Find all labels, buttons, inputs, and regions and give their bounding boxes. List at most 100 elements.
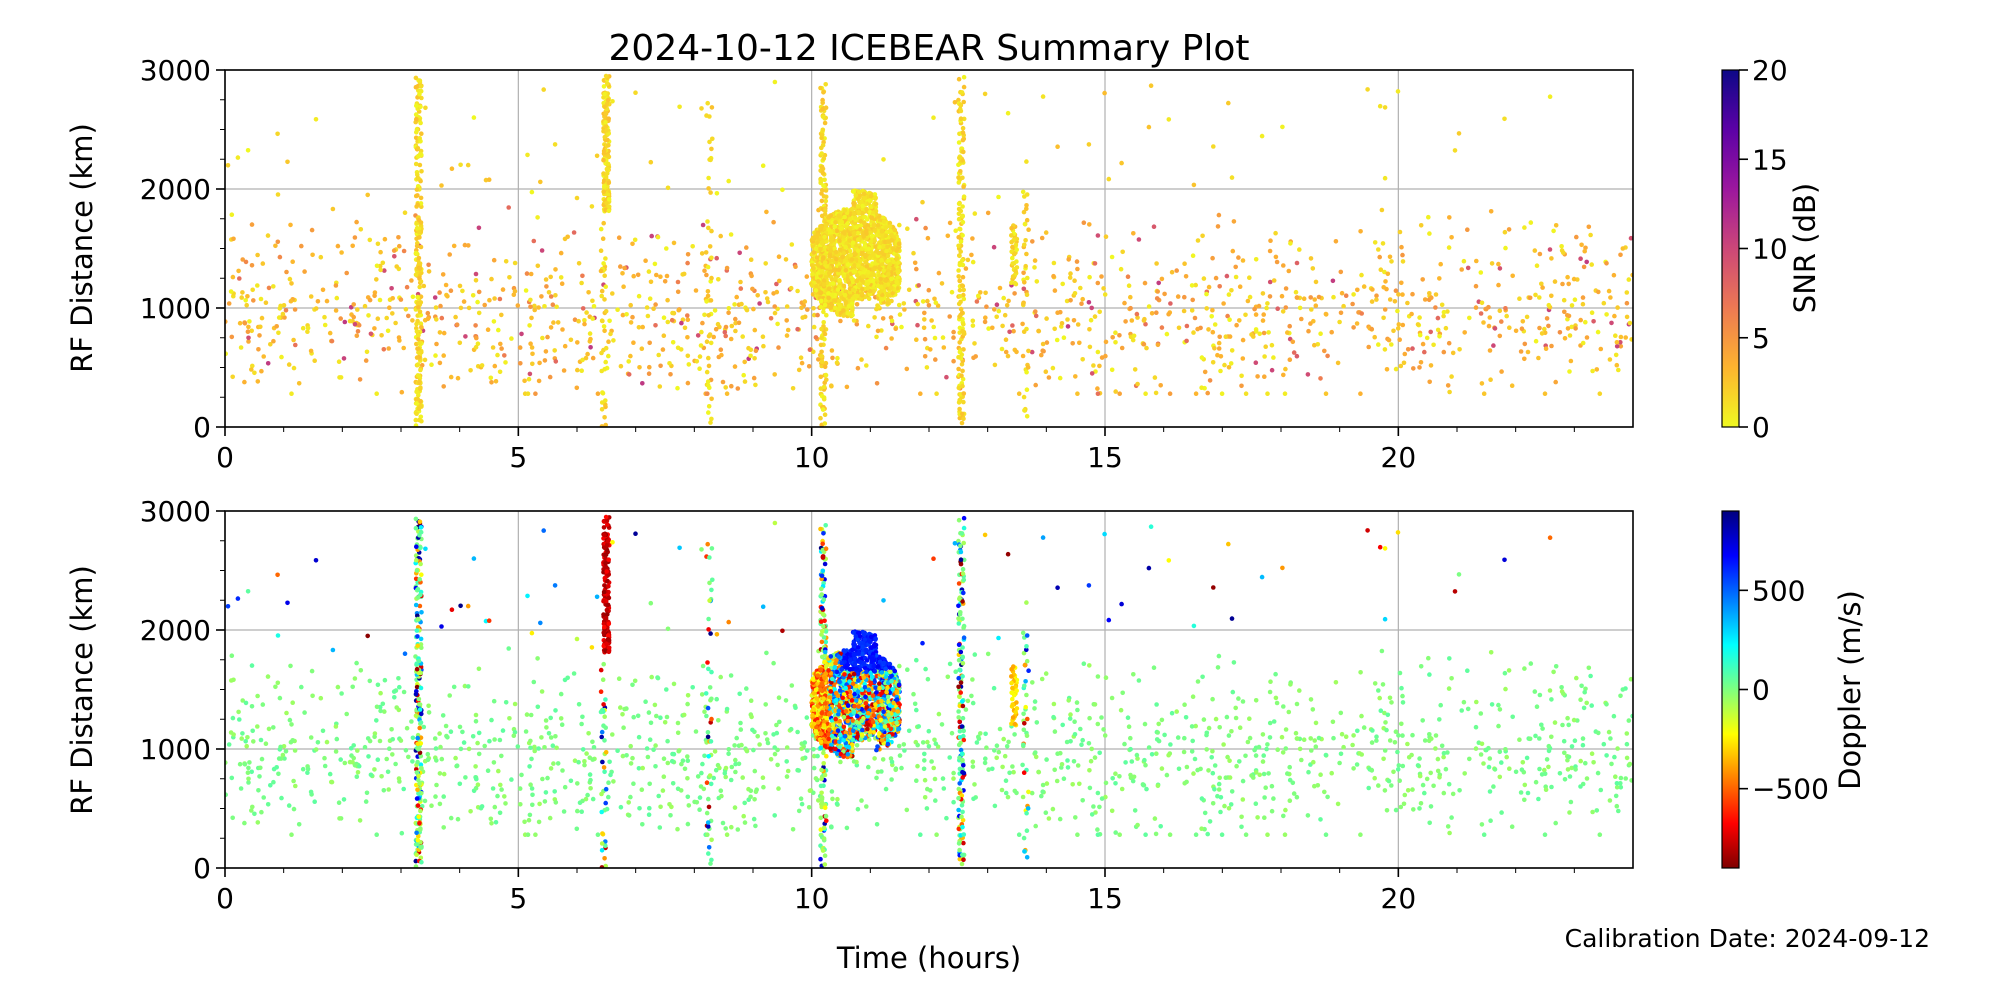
doppler-scatter-point: [1398, 804, 1404, 810]
snr-xtick-label: 20: [1381, 441, 1417, 474]
snr-scatter-point: [423, 105, 428, 111]
snr-scatter-point: [1433, 305, 1438, 310]
snr-scatter-point: [1401, 360, 1407, 366]
snr-scatter-point: [1608, 295, 1613, 300]
snr-scatter-point: [1382, 347, 1388, 352]
snr-scatter-point: [239, 295, 244, 300]
snr-scatter-point: [635, 272, 641, 278]
snr-scatter-point: [811, 324, 817, 330]
snr-scatter-point: [1417, 365, 1422, 370]
snr-scatter-point: [860, 249, 865, 255]
snr-scatter-point: [818, 374, 824, 380]
snr-scatter-point: [982, 319, 988, 325]
snr-scatter-point: [818, 415, 823, 421]
snr-scatter-point: [648, 279, 654, 285]
doppler-scatter-point: [482, 743, 488, 749]
snr-scatter-point: [821, 395, 827, 400]
doppler-scatter-point: [1389, 783, 1394, 788]
doppler-scatter-point: [1204, 747, 1209, 752]
snr-scatter-point: [820, 241, 825, 246]
snr-scatter-point: [1216, 212, 1222, 218]
snr-scatter-point: [812, 312, 817, 318]
snr-scatter-point: [1075, 391, 1080, 397]
snr-scatter-point: [1158, 383, 1163, 388]
snr-scatter-point: [631, 340, 636, 346]
snr-scatter-point: [1447, 215, 1452, 220]
snr-scatter-point: [1396, 292, 1401, 297]
doppler-scatter-point: [1210, 801, 1216, 806]
snr-scatter-point: [883, 278, 888, 283]
snr-scatter-point: [416, 176, 421, 181]
snr-scatter-point: [433, 305, 439, 310]
doppler-scatter-point: [906, 728, 912, 734]
snr-scatter-point: [1613, 352, 1619, 358]
doppler-scatter-point: [485, 768, 491, 773]
snr-scatter-point: [956, 243, 961, 249]
doppler-scatter-point: [630, 755, 635, 761]
doppler-scatter-point: [1534, 704, 1540, 709]
snr-scatter-point: [1267, 294, 1273, 299]
snr-scatter-point: [246, 324, 251, 330]
snr-scatter-point: [1146, 304, 1152, 309]
snr-scatter-point: [285, 159, 290, 165]
snr-scatter-point: [1010, 274, 1016, 279]
doppler-scatter-point: [386, 787, 392, 792]
snr-scatter-point: [399, 389, 405, 395]
snr-scatter-point: [1014, 265, 1020, 270]
snr-scatter-point: [706, 313, 711, 318]
snr-scatter-point: [320, 287, 326, 293]
snr-scatter-point: [832, 224, 838, 229]
snr-scatter-point: [1113, 389, 1118, 394]
snr-scatter-point: [822, 218, 827, 223]
doppler-scatter-point: [1478, 752, 1484, 757]
snr-scatter-point: [828, 248, 833, 253]
snr-scatter-point: [1092, 261, 1098, 266]
snr-scatter-point: [1447, 389, 1452, 395]
snr-scatter-point: [961, 184, 966, 190]
doppler-scatter-point: [252, 811, 257, 817]
doppler-scatter-point: [1279, 734, 1285, 740]
snr-scatter-point: [351, 302, 357, 307]
doppler-scatter-point: [433, 746, 439, 751]
snr-scatter-point: [1586, 224, 1592, 230]
doppler-scatter-point: [1123, 760, 1128, 765]
snr-scatter-point: [604, 101, 610, 107]
snr-scatter-point: [486, 177, 492, 182]
snr-scatter-point: [414, 225, 420, 231]
doppler-scatter-point: [799, 801, 805, 807]
doppler-scatter-point: [844, 825, 850, 831]
doppler-scatter-point: [282, 756, 287, 761]
snr-scatter-point: [475, 341, 481, 347]
snr-scatter-point: [1217, 284, 1222, 289]
doppler-scatter-point: [1072, 732, 1078, 737]
doppler-scatter-point: [1598, 787, 1604, 793]
snr-scatter-point: [823, 198, 829, 204]
snr-scatter-point: [706, 175, 711, 181]
snr-scatter-point: [1398, 363, 1404, 369]
snr-scatter-point: [1561, 250, 1566, 255]
snr-scatter-point: [1355, 287, 1360, 293]
snr-scatter-point: [647, 296, 653, 302]
snr-scatter-point: [473, 271, 479, 277]
snr-scatter-point: [859, 291, 865, 296]
snr-scatter-point: [1518, 349, 1524, 354]
snr-scatter-point: [713, 326, 719, 332]
doppler-scatter-point: [649, 674, 654, 680]
snr-scatter-point: [574, 195, 580, 201]
snr-scatter-point: [413, 417, 419, 423]
doppler-scatter-point: [1433, 733, 1439, 738]
snr-scatter-point: [837, 277, 842, 283]
snr-scatter-point: [945, 233, 951, 239]
snr-scatter-point: [1294, 260, 1300, 266]
snr-scatter-point: [1273, 254, 1279, 260]
snr-scatter-point: [401, 345, 407, 351]
snr-scatter-point: [476, 289, 482, 295]
snr-scatter-point: [763, 290, 768, 295]
snr-scatter-point: [871, 267, 876, 272]
snr-scatter-point: [576, 261, 582, 266]
doppler-scatter-point: [240, 731, 245, 736]
snr-scatter-point: [777, 278, 782, 284]
snr-scatter-point: [595, 391, 601, 397]
doppler-scatter-point: [437, 801, 443, 807]
snr-scatter-point: [956, 175, 961, 180]
